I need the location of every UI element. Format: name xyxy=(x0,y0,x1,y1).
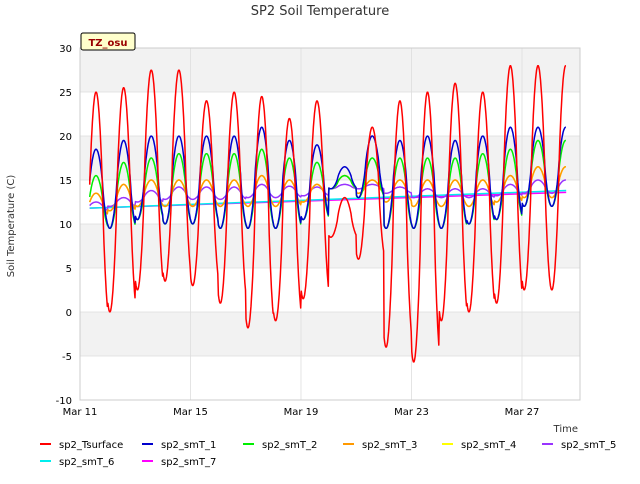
plot-band xyxy=(80,224,580,268)
legend-label: sp2_smT_5 xyxy=(561,440,616,451)
series-line-sp2-smT-1 xyxy=(88,126,567,230)
x-tick-label: Mar 19 xyxy=(284,407,319,418)
y-tick-label: -10 xyxy=(56,396,72,407)
y-tick-label: 15 xyxy=(59,176,72,187)
x-tick-label: Mar 23 xyxy=(394,407,429,418)
legend-label: sp2_smT_4 xyxy=(461,440,516,451)
plot-band xyxy=(80,48,580,92)
series-lines xyxy=(88,65,567,363)
series-line-sp2-smT-3 xyxy=(88,166,567,215)
site-badge-box xyxy=(80,32,136,51)
y-axis-label: Soil Temperature (C) xyxy=(6,175,17,278)
series-group xyxy=(88,65,567,363)
plot-band xyxy=(80,312,580,356)
y-tick-label: 0 xyxy=(66,308,72,319)
y-tick-label: 20 xyxy=(59,132,72,143)
series-line-sp2-Tsurface xyxy=(88,65,567,363)
legend-label: sp2_smT_2 xyxy=(262,440,317,451)
x-tick-label: Mar 11 xyxy=(63,407,98,418)
axes-group: -10 -5 0 5 10 15 20 25 30 Mar 11 Mar 15 Mar 19 Mar 2… xyxy=(56,44,581,418)
legend-label: sp2_smT_1 xyxy=(161,440,216,451)
chart-title: SP2 Soil Temperature xyxy=(251,4,389,19)
legend-label: sp2_smT_7 xyxy=(161,457,216,468)
legend-label: sp2_smT_6 xyxy=(59,457,114,468)
x-tick-label: Mar 15 xyxy=(173,407,208,418)
y-tick-label: 10 xyxy=(59,220,72,231)
y-tick-label: 25 xyxy=(59,88,72,99)
x-axis-label: Time xyxy=(553,424,578,435)
site-badge: TZ_osu xyxy=(80,32,136,51)
x-tick-label: Mar 27 xyxy=(505,407,540,418)
legend-label: sp2_smT_3 xyxy=(362,440,417,451)
series-line-sp2-smT-5 xyxy=(89,179,567,211)
site-badge-text: TZ_osu xyxy=(88,38,127,49)
y-tick-label: 30 xyxy=(59,44,72,55)
legend: sp2_Tsurface sp2_smT_1 sp2_smT_2 sp2_smT_3 s… xyxy=(40,440,616,468)
plot-frame xyxy=(79,47,581,401)
y-tick-label: -5 xyxy=(62,352,72,363)
legend-label: sp2_Tsurface xyxy=(59,440,123,451)
y-tick-label: 5 xyxy=(66,264,72,275)
plot-band xyxy=(80,136,580,180)
